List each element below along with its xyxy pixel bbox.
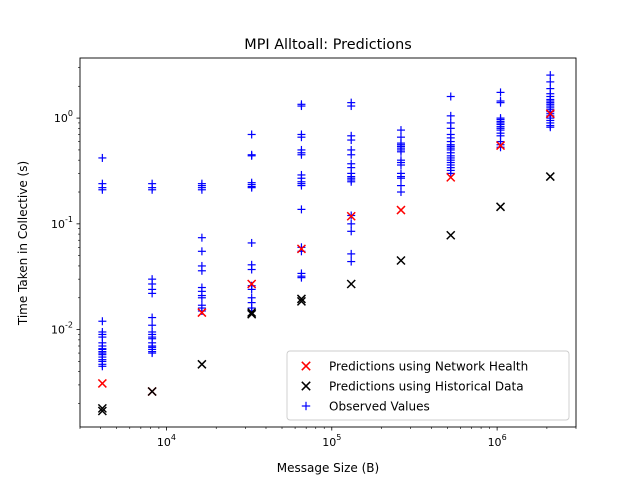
legend-marker xyxy=(301,401,311,411)
y-axis-ticks: 10-2 10-1 100 xyxy=(51,67,80,404)
observed-point xyxy=(297,273,306,282)
observed-point xyxy=(297,205,306,214)
observed-point xyxy=(247,238,256,247)
observed-point xyxy=(148,321,157,330)
observed-point xyxy=(546,77,555,86)
observed-point xyxy=(347,177,356,186)
observed-point xyxy=(148,349,157,358)
historical-point xyxy=(247,309,257,319)
x-tick-label: 104 xyxy=(157,433,176,449)
x-tick-label: 106 xyxy=(488,433,507,449)
network-health-point xyxy=(97,378,107,388)
x-axis-label: Message Size (B) xyxy=(277,461,379,475)
network-health-point xyxy=(296,244,306,254)
observed-point xyxy=(347,102,356,111)
observed-point xyxy=(546,71,555,80)
network-health-point xyxy=(197,308,207,318)
observed-point xyxy=(247,151,256,160)
historical-point xyxy=(247,308,257,318)
observed-point xyxy=(396,188,405,197)
historical-point xyxy=(396,255,406,266)
observed-point xyxy=(396,147,405,156)
plot-frame xyxy=(79,57,577,428)
observed-point xyxy=(347,227,356,236)
observed-point xyxy=(496,98,505,107)
historical-point xyxy=(147,386,157,397)
observed-point xyxy=(347,150,356,159)
observed-point xyxy=(148,185,157,194)
legend-label: Predictions using Network Health xyxy=(329,360,528,374)
observed-point xyxy=(347,219,356,228)
network-health-point xyxy=(247,279,257,289)
legend-marker xyxy=(301,361,311,371)
observed-point xyxy=(247,265,256,274)
observed-point xyxy=(247,130,256,139)
historical-point xyxy=(197,359,207,369)
historical-point xyxy=(495,202,506,212)
legend: Predictions using Network Health Predicti… xyxy=(286,350,570,421)
y-tick-label: 10-2 xyxy=(51,321,73,337)
observed-point xyxy=(98,185,107,194)
y-axis-label: Time Taken in Collective (s) xyxy=(16,161,30,326)
x-axis-ticks: 104 105 106 xyxy=(79,427,577,449)
legend-label: Predictions using Historical Data xyxy=(329,380,524,394)
observed-point xyxy=(496,88,505,97)
observed-point xyxy=(396,126,405,135)
observed-point xyxy=(347,249,356,258)
observed-point xyxy=(297,150,306,159)
historical-point xyxy=(296,294,306,304)
observed-point xyxy=(197,306,206,315)
observed-point xyxy=(98,362,107,371)
network-health-point xyxy=(446,172,456,182)
plot-marks xyxy=(97,71,555,416)
observed-point xyxy=(197,233,206,242)
observed-point xyxy=(546,123,555,132)
observed-point xyxy=(396,161,405,170)
historical-point xyxy=(545,172,555,182)
y-tick-label: 100 xyxy=(54,109,73,125)
historical-point xyxy=(97,406,107,416)
network-health-point xyxy=(346,211,356,221)
legend-label: Observed Values xyxy=(329,400,430,414)
historical-point xyxy=(446,230,456,240)
observed-point xyxy=(98,153,107,162)
observed-point xyxy=(148,313,157,322)
observed-point xyxy=(197,247,206,256)
observed-point xyxy=(347,257,356,266)
observed-point xyxy=(197,185,206,194)
y-tick-label: 10-1 xyxy=(51,215,73,231)
historical-point xyxy=(346,279,356,289)
observed-point xyxy=(446,92,455,101)
observed-point xyxy=(148,289,157,298)
network-health-point xyxy=(495,141,506,151)
network-health-point xyxy=(545,109,555,119)
observed-point xyxy=(247,285,256,294)
historical-point xyxy=(97,403,107,413)
legend-box xyxy=(286,350,570,421)
observed-point xyxy=(98,317,107,326)
legend-marker xyxy=(301,381,311,391)
observed-point xyxy=(446,169,455,178)
observed-point xyxy=(297,133,306,142)
observed-point xyxy=(347,136,356,145)
network-health-point xyxy=(396,205,406,215)
observed-point xyxy=(197,293,206,302)
observed-point xyxy=(297,181,306,190)
observed-point xyxy=(297,102,306,111)
observed-point xyxy=(446,111,455,120)
x-tick-label: 105 xyxy=(322,433,341,449)
chart-title: MPI Alltoall: Predictions xyxy=(244,37,411,53)
historical-point xyxy=(296,296,306,306)
observed-point xyxy=(396,174,405,183)
observed-point xyxy=(197,266,206,275)
observed-point xyxy=(247,183,256,192)
